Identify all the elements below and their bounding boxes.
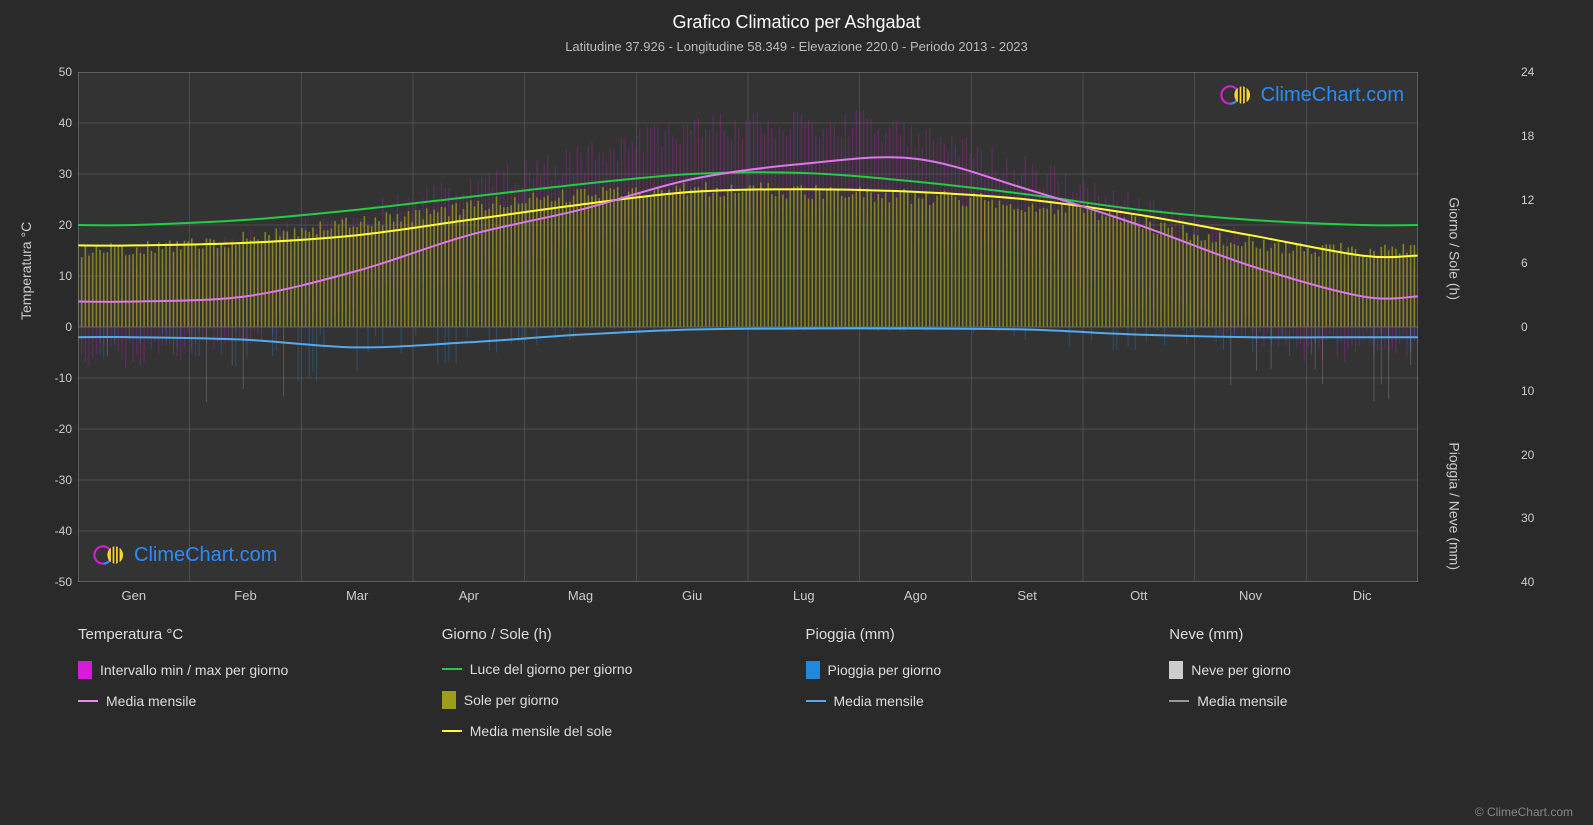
- y-tick-right: 0: [1521, 320, 1551, 334]
- y-tick-right: 18: [1521, 129, 1551, 143]
- y-axis-right-bottom-label: Pioggia / Neve (mm): [1447, 442, 1463, 570]
- legend-label: Media mensile del sole: [470, 723, 612, 739]
- legend-label: Neve per giorno: [1191, 662, 1291, 678]
- x-tick: Nov: [1221, 588, 1281, 603]
- y-tick-right: 12: [1521, 193, 1551, 207]
- y-tick-left: -50: [42, 575, 72, 589]
- swatch-icon: [806, 700, 826, 702]
- x-tick: Ago: [886, 588, 946, 603]
- y-axis-left-label: Temperatura °C: [18, 222, 34, 320]
- legend-label: Media mensile: [106, 693, 196, 709]
- watermark-text: ClimeChart.com: [1261, 84, 1404, 107]
- y-tick-right: 6: [1521, 256, 1551, 270]
- y-tick-left: 0: [42, 320, 72, 334]
- legend-item: Sole per giorno: [442, 691, 806, 709]
- legend-item: Neve per giorno: [1169, 661, 1533, 679]
- y-tick-left: -10: [42, 371, 72, 385]
- watermark-bottom: ClimeChart.com: [92, 542, 277, 568]
- y-tick-right: 20: [1521, 448, 1551, 462]
- y-tick-left: 20: [42, 218, 72, 232]
- y-tick-right: 30: [1521, 511, 1551, 525]
- y-tick-right: 24: [1521, 65, 1551, 79]
- legend-header: Temperatura °C: [78, 626, 442, 643]
- swatch-icon: [442, 730, 462, 732]
- legend-item: Media mensile del sole: [442, 723, 806, 739]
- legend-label: Pioggia per giorno: [828, 662, 942, 678]
- swatch-icon: [1169, 700, 1189, 702]
- legend: Temperatura °C Intervallo min / max per …: [78, 626, 1533, 739]
- y-tick-right: 10: [1521, 384, 1551, 398]
- x-tick: Mag: [551, 588, 611, 603]
- swatch-icon: [806, 661, 820, 679]
- y-tick-left: 40: [42, 116, 72, 130]
- legend-label: Media mensile: [1197, 693, 1287, 709]
- x-tick: Set: [997, 588, 1057, 603]
- watermark-text: ClimeChart.com: [134, 544, 277, 567]
- chart-svg: [78, 72, 1418, 582]
- legend-item: Media mensile: [78, 693, 442, 709]
- swatch-icon: [442, 668, 462, 670]
- legend-header: Pioggia (mm): [806, 626, 1170, 643]
- swatch-icon: [442, 691, 456, 709]
- legend-col-snow: Neve (mm) Neve per giorno Media mensile: [1169, 626, 1533, 739]
- legend-label: Intervallo min / max per giorno: [100, 662, 288, 678]
- x-tick: Lug: [774, 588, 834, 603]
- x-tick: Apr: [439, 588, 499, 603]
- legend-col-daysun: Giorno / Sole (h) Luce del giorno per gi…: [442, 626, 806, 739]
- y-tick-left: -20: [42, 422, 72, 436]
- watermark-top: ClimeChart.com: [1219, 82, 1404, 108]
- y-tick-left: -40: [42, 524, 72, 538]
- x-tick: Ott: [1109, 588, 1169, 603]
- legend-item: Intervallo min / max per giorno: [78, 661, 442, 679]
- legend-item: Media mensile: [806, 693, 1170, 709]
- legend-header: Giorno / Sole (h): [442, 626, 806, 643]
- chart-title: Grafico Climatico per Ashgabat: [0, 0, 1593, 33]
- y-tick-left: 10: [42, 269, 72, 283]
- y-tick-left: 50: [42, 65, 72, 79]
- x-tick: Giu: [662, 588, 722, 603]
- legend-item: Pioggia per giorno: [806, 661, 1170, 679]
- swatch-icon: [78, 661, 92, 679]
- legend-item: Luce del giorno per giorno: [442, 661, 806, 677]
- y-tick-left: -30: [42, 473, 72, 487]
- logo-icon: [1219, 82, 1255, 108]
- y-axis-right-top-label: Giorno / Sole (h): [1447, 197, 1463, 300]
- legend-col-rain: Pioggia (mm) Pioggia per giorno Media me…: [806, 626, 1170, 739]
- logo-icon: [92, 542, 128, 568]
- legend-item: Media mensile: [1169, 693, 1533, 709]
- copyright: © ClimeChart.com: [1475, 805, 1573, 819]
- x-tick: Mar: [327, 588, 387, 603]
- x-tick: Dic: [1332, 588, 1392, 603]
- legend-label: Media mensile: [834, 693, 924, 709]
- y-tick-left: 30: [42, 167, 72, 181]
- chart-plot-area: ClimeChart.com ClimeChart.com: [78, 72, 1418, 582]
- chart-subtitle: Latitudine 37.926 - Longitudine 58.349 -…: [0, 33, 1593, 54]
- x-tick: Feb: [216, 588, 276, 603]
- x-tick: Gen: [104, 588, 164, 603]
- swatch-icon: [1169, 661, 1183, 679]
- legend-col-temp: Temperatura °C Intervallo min / max per …: [78, 626, 442, 739]
- legend-label: Sole per giorno: [464, 692, 559, 708]
- legend-header: Neve (mm): [1169, 626, 1533, 643]
- swatch-icon: [78, 700, 98, 702]
- y-tick-right: 40: [1521, 575, 1551, 589]
- legend-label: Luce del giorno per giorno: [470, 661, 633, 677]
